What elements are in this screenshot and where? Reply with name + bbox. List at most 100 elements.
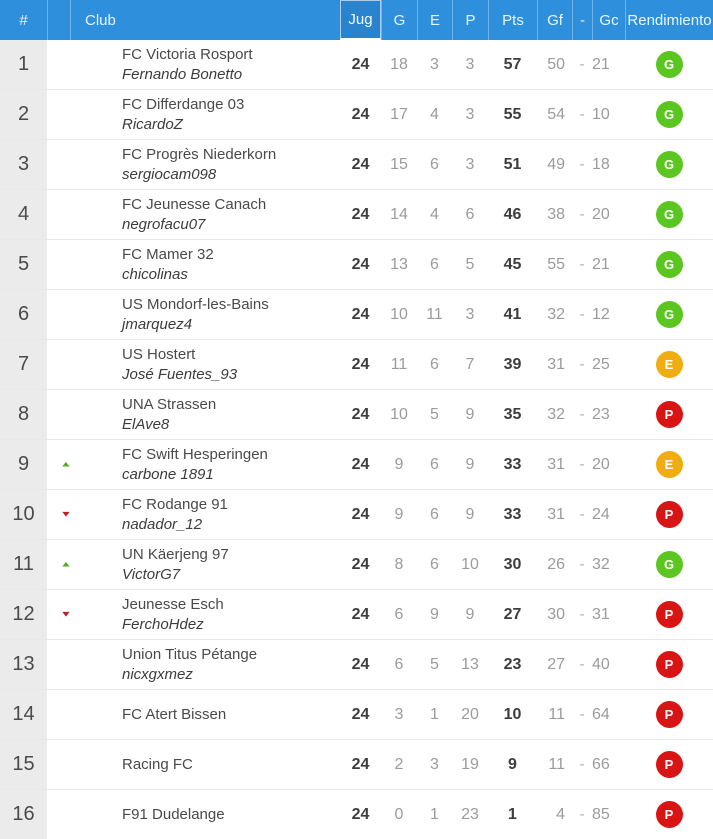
table-row[interactable]: 8 UNA Strassen ElAve8 24 10 5 9 35 32 - … [0, 390, 713, 440]
score-dash: - [579, 505, 585, 523]
played-value: 24 [351, 355, 370, 373]
header-played-sorted[interactable]: Jug [340, 0, 381, 40]
draws-value: 1 [430, 805, 439, 823]
goals-against-value: 23 [592, 405, 610, 423]
played-value: 24 [351, 455, 370, 473]
losses-value: 9 [465, 505, 475, 523]
performance-badge: P [655, 751, 683, 778]
wins-value: 6 [394, 605, 404, 623]
goals-against-value: 21 [592, 255, 610, 273]
losses-value: 3 [465, 55, 475, 73]
played-value: 24 [351, 305, 370, 323]
performance-badge: G [655, 51, 683, 78]
table-row[interactable]: 3 FC Progrès Niederkorn sergiocam098 24 … [0, 140, 713, 190]
table-row[interactable]: 10 FC Rodange 91 nadador_12 24 9 6 9 33 … [0, 490, 713, 540]
manager-name: José Fuentes_93 [122, 365, 238, 383]
table-row[interactable]: 13 Union Titus Pétange nicxgxmez 24 6 5 … [0, 640, 713, 690]
points-value: 45 [503, 255, 522, 273]
goals-against-value: 10 [592, 105, 610, 123]
wins-value: 8 [394, 555, 404, 573]
club-name: US Mondorf-les-Bains [122, 295, 269, 313]
wins-value: 6 [394, 655, 404, 673]
losses-value: 3 [465, 105, 475, 123]
goals-for-value: 55 [547, 255, 565, 273]
table-row[interactable]: 4 FC Jeunesse Canach negrofacu07 24 14 4… [0, 190, 713, 240]
points-value: 33 [503, 505, 522, 523]
draws-value: 6 [430, 155, 439, 173]
draws-value: 11 [426, 305, 443, 323]
header-position[interactable]: # [19, 11, 28, 29]
header-goals-against[interactable]: Gc [592, 0, 625, 40]
points-value: 51 [503, 155, 522, 173]
club-cell: UN Käerjeng 97 VictorG7 [85, 540, 340, 589]
header-goals-for[interactable]: Gf [537, 0, 572, 40]
header-losses[interactable]: P [452, 0, 488, 40]
header-club[interactable]: Club [70, 0, 340, 40]
club-name: FC Mamer 32 [122, 245, 214, 263]
header-draws[interactable]: E [417, 0, 452, 40]
wins-value: 18 [390, 55, 408, 73]
club-name: FC Progrès Niederkorn [122, 145, 277, 163]
score-dash: - [579, 55, 585, 73]
position-number: 8 [0, 390, 47, 439]
table-row[interactable]: 2 FC Differdange 03 RicardoZ 24 17 4 3 5… [0, 90, 713, 140]
table-row[interactable]: 14 FC Atert Bissen 24 3 1 20 10 11 - 64 … [0, 690, 713, 740]
club-name: FC Jeunesse Canach [122, 195, 267, 213]
goals-for-value: 27 [547, 655, 565, 673]
header-wins[interactable]: G [381, 0, 417, 40]
wins-value: 10 [390, 305, 408, 323]
draws-value: 4 [430, 105, 439, 123]
goals-against-value: 18 [592, 155, 610, 173]
losses-value: 6 [465, 205, 475, 223]
losses-value: 10 [461, 555, 479, 573]
table-row[interactable]: 5 FC Mamer 32 chicolinas 24 13 6 5 45 55… [0, 240, 713, 290]
position-number: 1 [0, 40, 47, 89]
draws-value: 6 [430, 505, 439, 523]
club-name: FC Swift Hesperingen [122, 445, 268, 463]
club-cell: Jeunesse Esch FerchoHdez [85, 590, 340, 639]
goals-for-value: 11 [548, 755, 565, 773]
losses-value: 3 [465, 305, 475, 323]
table-row[interactable]: 12 Jeunesse Esch FerchoHdez 24 6 9 9 27 … [0, 590, 713, 640]
table-row[interactable]: 15 Racing FC 24 2 3 19 9 11 - 66 P [0, 740, 713, 790]
performance-badge: E [655, 351, 683, 378]
club-cell: FC Progrès Niederkorn sergiocam098 [85, 140, 340, 189]
movement-down-icon [60, 511, 72, 519]
club-name: FC Rodange 91 [122, 495, 228, 513]
manager-name: RicardoZ [122, 115, 183, 133]
table-row[interactable]: 11 UN Käerjeng 97 VictorG7 24 8 6 10 30 … [0, 540, 713, 590]
club-name: UNA Strassen [122, 395, 217, 413]
manager-name: nicxgxmez [122, 665, 193, 683]
goals-for-value: 30 [547, 605, 565, 623]
losses-value: 9 [465, 605, 475, 623]
performance-badge: P [655, 501, 683, 528]
draws-value: 6 [430, 555, 439, 573]
losses-value: 5 [465, 255, 475, 273]
goals-against-value: 40 [592, 655, 610, 673]
draws-value: 6 [430, 355, 439, 373]
losses-value: 9 [465, 455, 475, 473]
played-value: 24 [351, 805, 370, 823]
draws-value: 1 [430, 705, 439, 723]
points-value: 41 [503, 305, 522, 323]
club-name: Union Titus Pétange [122, 645, 258, 663]
table-row[interactable]: 9 FC Swift Hesperingen carbone 1891 24 9… [0, 440, 713, 490]
header-performance[interactable]: Rendimiento [625, 0, 713, 40]
table-row[interactable]: 6 US Mondorf-les-Bains jmarquez4 24 10 1… [0, 290, 713, 340]
goals-for-value: 31 [547, 455, 565, 473]
table-row[interactable]: 1 FC Victoria Rosport Fernando Bonetto 2… [0, 40, 713, 90]
club-name: Jeunesse Esch [122, 595, 224, 613]
header-points[interactable]: Pts [488, 0, 537, 40]
wins-value: 0 [394, 805, 404, 823]
draws-value: 4 [430, 205, 439, 223]
played-value: 24 [351, 605, 370, 623]
performance-badge: G [655, 251, 683, 278]
club-cell: FC Victoria Rosport Fernando Bonetto [85, 40, 340, 89]
performance-badge: G [655, 101, 683, 128]
wins-value: 17 [390, 105, 408, 123]
performance-badge: P [655, 801, 683, 828]
wins-value: 11 [390, 355, 408, 373]
table-row[interactable]: 7 US Hostert José Fuentes_93 24 11 6 7 3… [0, 340, 713, 390]
table-row[interactable]: 16 F91 Dudelange 24 0 1 23 1 4 - 85 P [0, 790, 713, 839]
goals-for-value: 49 [547, 155, 565, 173]
